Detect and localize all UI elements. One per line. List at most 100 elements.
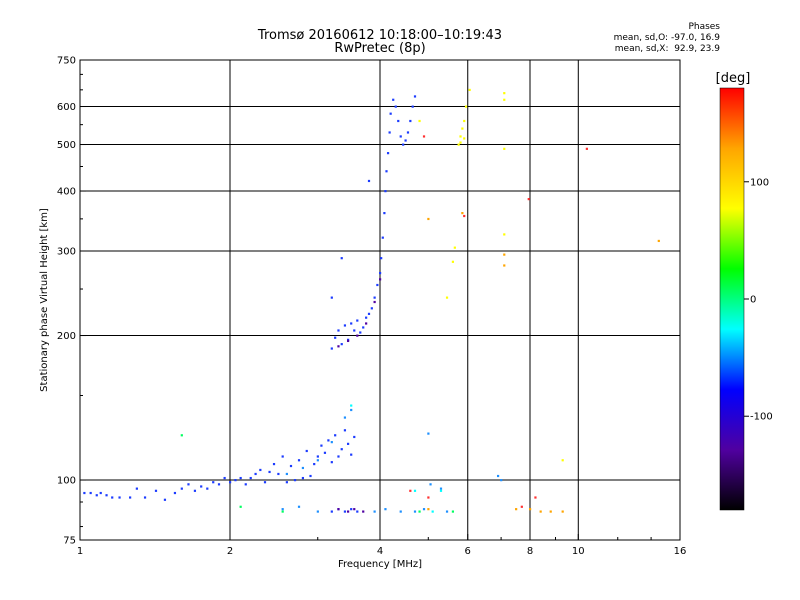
data-point <box>451 260 455 263</box>
data-point <box>163 498 167 501</box>
data-point <box>281 508 284 511</box>
data-point <box>346 510 350 513</box>
data-point <box>468 88 471 92</box>
data-point <box>281 510 284 513</box>
data-point <box>399 135 402 138</box>
x-tick-label: 6 <box>465 546 471 557</box>
colorbar: [deg] 100 0 -100 <box>716 71 773 511</box>
data-point <box>95 494 98 497</box>
data-point <box>373 296 376 299</box>
x-tick-label: 8 <box>527 546 533 557</box>
data-point <box>362 510 365 513</box>
data-point <box>89 491 92 495</box>
data-point <box>386 152 390 155</box>
data-point <box>367 312 371 315</box>
data-point <box>239 505 242 508</box>
data-point <box>350 404 353 407</box>
data-point <box>515 508 518 511</box>
data-point <box>343 429 347 432</box>
data-point <box>200 485 203 488</box>
data-point <box>427 496 430 499</box>
data-point <box>503 147 506 150</box>
data-point <box>463 214 466 218</box>
data-point <box>343 324 347 327</box>
data-point <box>353 435 356 439</box>
chart-title: Tromsø 20160612 10:18:00–10:19:43 <box>257 28 503 43</box>
phases-legend-line-x: mean, sd,X: 92.9, 23.9 <box>614 44 720 54</box>
data-point <box>404 139 407 142</box>
data-point <box>340 257 343 260</box>
data-point <box>459 141 462 144</box>
data-point <box>399 510 402 513</box>
points-layer <box>83 88 660 513</box>
data-point <box>411 105 414 108</box>
y-tick-label: 400 <box>57 187 76 198</box>
data-point <box>353 508 356 511</box>
data-point <box>385 170 388 173</box>
data-point <box>561 459 564 462</box>
data-point <box>445 510 449 513</box>
data-point <box>330 441 333 444</box>
data-point <box>409 489 412 492</box>
data-point <box>129 496 132 499</box>
data-point <box>316 455 319 458</box>
data-point <box>453 246 456 249</box>
data-point <box>427 217 430 221</box>
data-point <box>217 483 221 486</box>
y-tick-label: 750 <box>57 56 76 67</box>
data-point <box>379 271 382 275</box>
data-point <box>367 179 371 183</box>
data-point <box>383 212 386 215</box>
data-point <box>418 119 421 123</box>
data-point <box>439 489 443 492</box>
ticks-layer: 1 2 4 6 8 10 16 75 100 200 300 400 500 600 750 <box>57 56 686 558</box>
data-point <box>350 322 353 325</box>
data-point <box>439 487 443 490</box>
data-point <box>193 489 197 492</box>
data-point <box>239 476 242 480</box>
data-point <box>135 487 138 490</box>
data-point <box>464 105 468 108</box>
y-tick-label: 75 <box>63 536 76 547</box>
data-point <box>503 233 506 236</box>
data-point <box>461 212 464 215</box>
data-point <box>461 127 464 130</box>
data-point <box>297 505 301 508</box>
data-point <box>431 510 434 513</box>
data-point <box>293 479 297 482</box>
data-point <box>373 510 376 513</box>
data-point <box>534 496 537 499</box>
data-point <box>388 131 391 134</box>
data-point <box>500 479 503 482</box>
data-point <box>409 119 412 123</box>
data-point <box>413 510 417 513</box>
data-point <box>503 92 506 95</box>
data-point <box>503 264 506 267</box>
data-point <box>111 496 114 499</box>
data-point <box>418 510 421 513</box>
data-point <box>402 143 405 146</box>
data-point <box>334 434 337 437</box>
y-tick-label: 100 <box>57 476 76 487</box>
colorbar-tick-label: 0 <box>750 295 756 306</box>
data-point <box>527 198 530 201</box>
data-point <box>206 487 209 490</box>
data-point <box>365 316 368 319</box>
data-point <box>350 408 353 412</box>
data-point <box>427 508 430 511</box>
data-point <box>503 98 506 101</box>
data-point <box>422 135 426 138</box>
data-point <box>350 508 353 511</box>
data-point <box>229 481 232 484</box>
data-point <box>180 434 183 437</box>
data-point <box>359 331 362 334</box>
data-point <box>427 432 430 435</box>
data-point <box>343 416 347 419</box>
data-point <box>389 112 392 115</box>
data-point <box>384 190 387 193</box>
data-point <box>394 105 397 108</box>
data-point <box>340 448 343 451</box>
phases-legend-line-o: mean, sd,O: -97.0, 16.9 <box>613 33 720 43</box>
data-point <box>362 326 365 329</box>
